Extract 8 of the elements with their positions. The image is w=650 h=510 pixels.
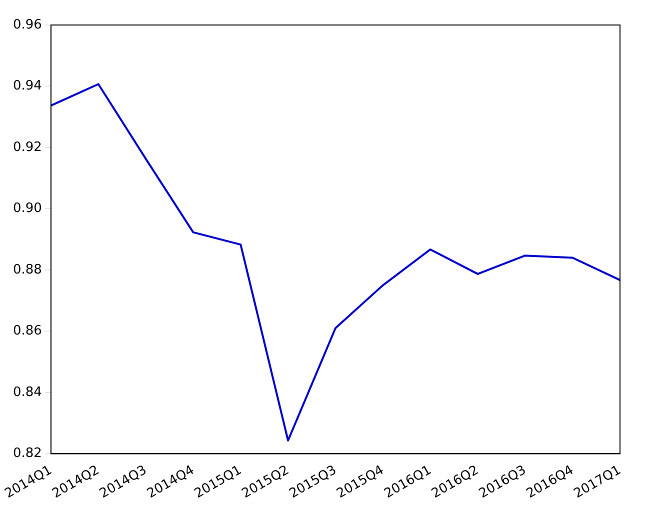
y-tick-label: 0.86: [12, 324, 42, 339]
y-tick-label: 0.90: [12, 201, 42, 216]
y-tick-label: 0.88: [12, 262, 42, 278]
y-tick-label: 0.92: [12, 140, 42, 155]
y-tick-label: 0.82: [12, 446, 42, 462]
y-tick-label: 0.84: [12, 384, 42, 400]
y-tick-label: 0.94: [12, 78, 42, 94]
y-tick-label: 0.96: [12, 17, 42, 32]
